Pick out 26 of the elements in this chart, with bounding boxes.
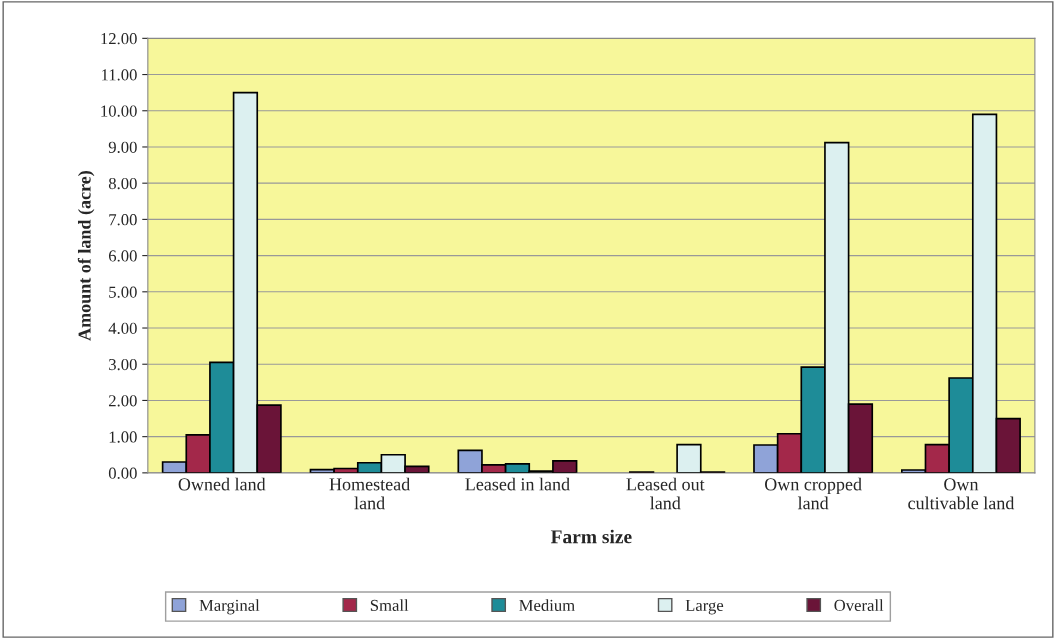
y-tick-label: 11.00 [102, 69, 137, 81]
y-axis-title: Amount of land (acre) [77, 171, 95, 341]
x-tick-label: Own cropped land [764, 477, 862, 510]
x-tick-label: Owned land [178, 477, 266, 491]
legend-label: Marginal [199, 599, 260, 615]
x-tick-label: Leased in land [465, 477, 570, 491]
legend-label: Medium [519, 599, 575, 611]
y-tick-label: 8.00 [108, 177, 137, 190]
y-tick-label: 6.00 [108, 250, 137, 262]
y-tick-label: 2.00 [108, 395, 137, 407]
x-tick-label: Homestead land [329, 477, 410, 510]
y-tick-label: 10.00 [101, 105, 137, 117]
legend-label: Small [370, 599, 409, 611]
y-tick-label: 0.00 [108, 467, 137, 479]
y-tick-label: 5.00 [109, 286, 137, 298]
legend-label: Large [685, 599, 724, 615]
y-tick-label: 1.00 [109, 431, 137, 443]
legend-label: Overall [834, 599, 884, 611]
y-tick-label: 9.00 [108, 141, 137, 153]
x-axis-title: Farm size [550, 529, 632, 544]
y-tick-label: 4.00 [108, 322, 137, 335]
y-tick-label: 7.00 [109, 214, 137, 226]
x-tick-label: Own cultivable land [908, 478, 1015, 510]
y-tick-label: 12.00 [101, 33, 137, 45]
y-tick-label: 3.00 [109, 358, 137, 371]
x-tick-label: Leased out land [626, 477, 705, 510]
